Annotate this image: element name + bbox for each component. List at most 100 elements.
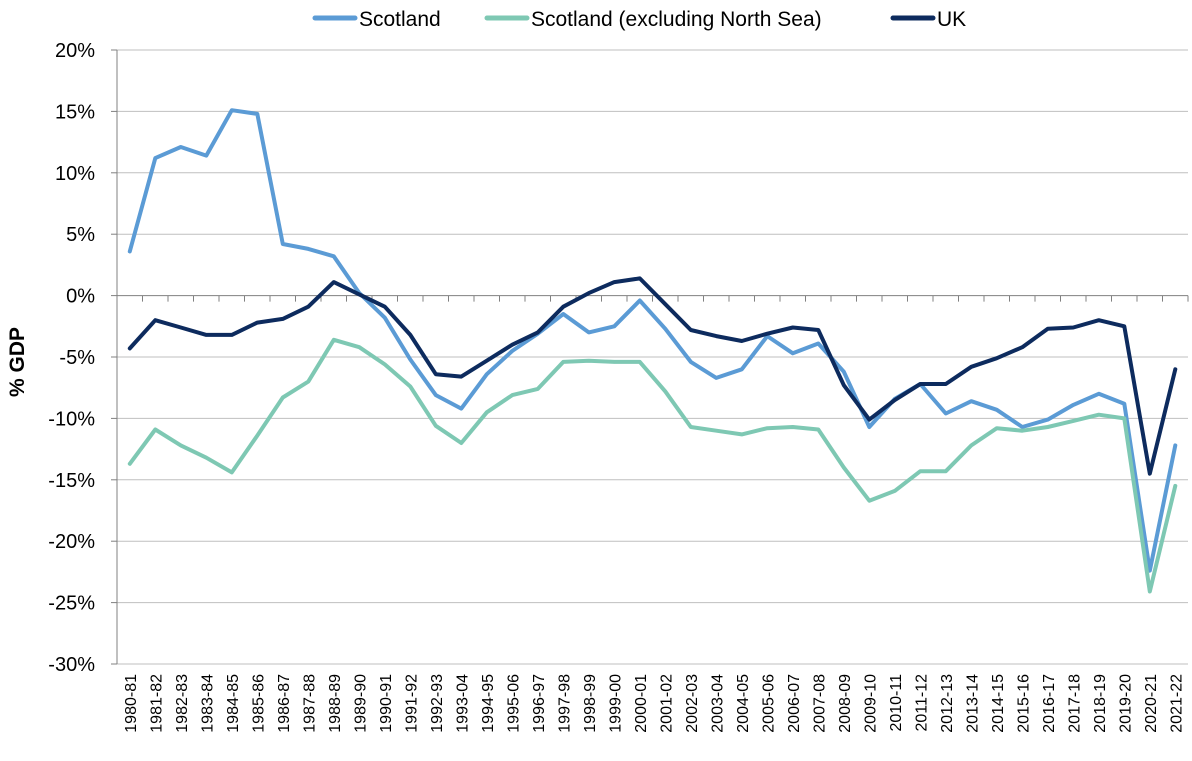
axes: 20% 15% 10% 5% 0% -5% -10% -15% -20% -25% -30% 1980… <box>48 40 1189 733</box>
data-point <box>740 339 744 343</box>
data-point <box>1173 443 1177 447</box>
legend-item: Scotland <box>312 8 441 31</box>
data-point <box>1122 324 1126 328</box>
data-point <box>842 466 846 470</box>
data-point <box>944 469 948 473</box>
data-point <box>230 333 234 337</box>
data-point <box>612 360 616 364</box>
data-point <box>842 383 846 387</box>
data-point <box>1122 402 1126 406</box>
data-point <box>306 380 310 384</box>
data-point <box>561 305 565 309</box>
data-point <box>408 384 412 388</box>
data-point <box>1020 345 1024 349</box>
x-tick-label: 1994-95 <box>480 674 497 733</box>
data-point <box>765 426 769 430</box>
data-point <box>587 359 591 363</box>
x-tick-label: 1983-84 <box>199 674 216 733</box>
data-point <box>995 356 999 360</box>
x-tick-label: 1990-91 <box>378 674 395 733</box>
data-point <box>255 321 259 325</box>
data-point <box>969 399 973 403</box>
data-point <box>204 456 208 460</box>
data-point <box>1020 429 1024 433</box>
data-point <box>740 367 744 371</box>
x-tick-label: 1998-99 <box>582 674 599 733</box>
legend-label: UK <box>937 8 966 31</box>
data-point <box>204 154 208 158</box>
data-point <box>791 351 795 355</box>
data-point <box>1046 425 1050 429</box>
data-point <box>689 360 693 364</box>
data-point <box>510 349 514 353</box>
x-tick-label: 2018-19 <box>1092 674 1109 733</box>
x-tick-label: 2011-12 <box>913 674 930 732</box>
x-tick-label: 2003-04 <box>709 674 726 733</box>
data-point <box>791 326 795 330</box>
x-tick-label: 2002-03 <box>684 674 701 733</box>
data-point <box>332 338 336 342</box>
legend-label: Scotland <box>359 8 441 31</box>
data-point <box>714 334 718 338</box>
y-tick-label: -15% <box>48 470 95 492</box>
data-point <box>867 499 871 503</box>
data-point <box>459 375 463 379</box>
x-tick-label: 2017-18 <box>1066 674 1083 733</box>
data-point <box>791 425 795 429</box>
data-point <box>510 393 514 397</box>
data-point <box>153 318 157 322</box>
data-point <box>612 324 616 328</box>
x-tick-label: 2008-09 <box>837 674 854 733</box>
legend-item: UK <box>890 8 966 31</box>
x-tick-label: 2005-06 <box>760 674 777 733</box>
data-point <box>893 489 897 493</box>
data-point <box>128 346 132 350</box>
data-point <box>1148 472 1152 476</box>
data-point <box>867 418 871 422</box>
data-point <box>816 341 820 345</box>
data-point <box>1071 403 1075 407</box>
data-point <box>434 372 438 376</box>
series-line <box>127 276 1178 476</box>
x-tick-label: 1988-89 <box>327 674 344 733</box>
series-0 <box>127 108 1178 573</box>
data-point <box>357 292 361 296</box>
y-axis-title: % GDP <box>6 327 29 397</box>
x-tick-label: 1999-00 <box>607 674 624 733</box>
data-point <box>281 317 285 321</box>
data-point <box>408 333 412 337</box>
series-1 <box>127 337 1178 594</box>
x-tick-label: 2016-17 <box>1041 674 1058 733</box>
x-tick-label: 2014-15 <box>990 674 1007 733</box>
data-point <box>561 312 565 316</box>
y-tick-label: -30% <box>48 654 95 676</box>
data-point <box>561 360 565 364</box>
x-tick-label: 1991-92 <box>403 674 420 733</box>
data-point <box>306 247 310 251</box>
gridlines <box>117 49 1188 665</box>
data-point <box>153 427 157 431</box>
x-tick-label: 1993-04 <box>454 674 471 733</box>
x-tick-label: 1982-83 <box>174 674 191 733</box>
y-tick-label: -10% <box>48 408 95 430</box>
y-tick-label: -25% <box>48 593 95 615</box>
data-point <box>638 276 642 280</box>
data-point <box>893 398 897 402</box>
x-tick-label: 1986-87 <box>276 674 293 733</box>
data-point <box>230 108 234 112</box>
series-line <box>127 337 1178 594</box>
x-tick-label: 2021-22 <box>1168 674 1185 733</box>
data-point <box>357 345 361 349</box>
data-point <box>459 407 463 411</box>
data-point <box>689 425 693 429</box>
data-point <box>510 343 514 347</box>
x-tick-label: 1984-85 <box>225 674 242 733</box>
data-point <box>1046 327 1050 331</box>
x-tick-label: 1989-90 <box>352 674 369 733</box>
data-point <box>332 254 336 258</box>
data-point <box>918 469 922 473</box>
data-point <box>995 408 999 412</box>
series-2 <box>127 276 1178 476</box>
data-point <box>434 393 438 397</box>
data-point <box>612 280 616 284</box>
